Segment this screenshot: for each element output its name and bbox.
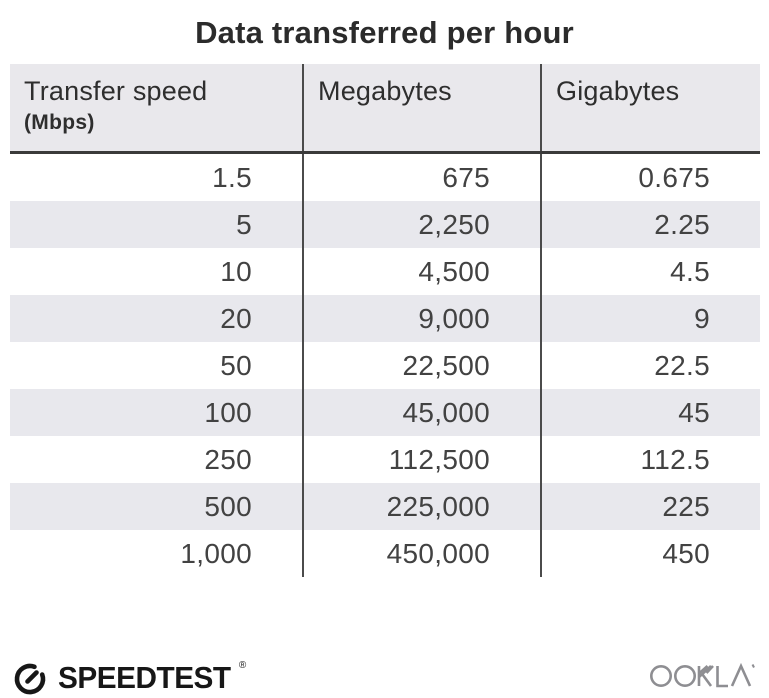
cell-transfer-speed: 50 [220,350,252,381]
column-header-transfer-speed-label: Transfer speed [24,76,208,106]
cell-gigabytes: 2.25 [540,201,760,248]
cell-transfer-speed: 500 [204,491,252,522]
speedtest-logo: SPEEDTEST ® [10,657,246,698]
speedtest-wordmark: SPEEDTEST [58,660,231,695]
cell-gigabytes: 450 [540,530,760,577]
cell-megabytes: 112,500 [302,436,540,483]
column-header-transfer-speed-unit: (Mbps) [24,111,95,134]
cell-megabytes: 675 [302,154,540,201]
table-header-row: Transfer speed (Mbps) Megabytes Gigabyte… [10,64,760,154]
cell-gigabytes: 45 [540,389,760,436]
table-row: 20 9,000 9 [10,295,760,342]
table-row: 1.5 675 0.675 [10,154,760,201]
cell-transfer-speed: 20 [220,303,252,334]
cell-megabytes: 45,000 [302,389,540,436]
cell-gigabytes: 22.5 [540,342,760,389]
cell-transfer-speed: 1,000 [180,538,252,569]
table-row: 500 225,000 225 [10,483,760,530]
table-row: 1,000 450,000 450 [10,530,760,577]
data-table: Transfer speed (Mbps) Megabytes Gigabyte… [10,64,760,577]
cell-megabytes: 22,500 [302,342,540,389]
table-row: 50 22,500 22.5 [10,342,760,389]
gauge-icon [14,663,46,695]
registered-trademark-mark: ® [238,660,247,671]
ookla-wordmark-icon [650,662,755,687]
cell-transfer-speed: 250 [204,444,252,475]
table-row: 10 4,500 4.5 [10,248,760,295]
column-header-transfer-speed: Transfer speed (Mbps) [10,64,302,151]
cell-megabytes: 4,500 [302,248,540,295]
cell-transfer-speed: 5 [236,209,252,240]
table-row: 5 2,250 2.25 [10,201,760,248]
cell-megabytes: 450,000 [302,530,540,577]
table-row: 250 112,500 112.5 [10,436,760,483]
cell-megabytes: 225,000 [302,483,540,530]
column-header-gigabytes: Gigabytes [540,64,760,151]
page-title: Data transferred per hour [195,15,574,50]
table-body: 1.5 675 0.675 5 2,250 2.25 10 4,500 4.5 … [10,154,760,577]
cell-transfer-speed: 10 [220,256,252,287]
cell-transfer-speed: 100 [204,397,252,428]
cell-gigabytes: 9 [540,295,760,342]
cell-megabytes: 9,000 [302,295,540,342]
infographic-page: Data transferred per hour Transfer speed… [0,15,769,698]
cell-transfer-speed: 1.5 [212,162,252,193]
cell-gigabytes: 225 [540,483,760,530]
footer: SPEEDTEST ® [10,657,757,698]
cell-gigabytes: 0.675 [540,154,760,201]
column-header-megabytes: Megabytes [302,64,540,151]
table-row: 100 45,000 45 [10,389,760,436]
ookla-logo [649,660,757,697]
cell-megabytes: 2,250 [302,201,540,248]
cell-gigabytes: 112.5 [540,436,760,483]
cell-gigabytes: 4.5 [540,248,760,295]
